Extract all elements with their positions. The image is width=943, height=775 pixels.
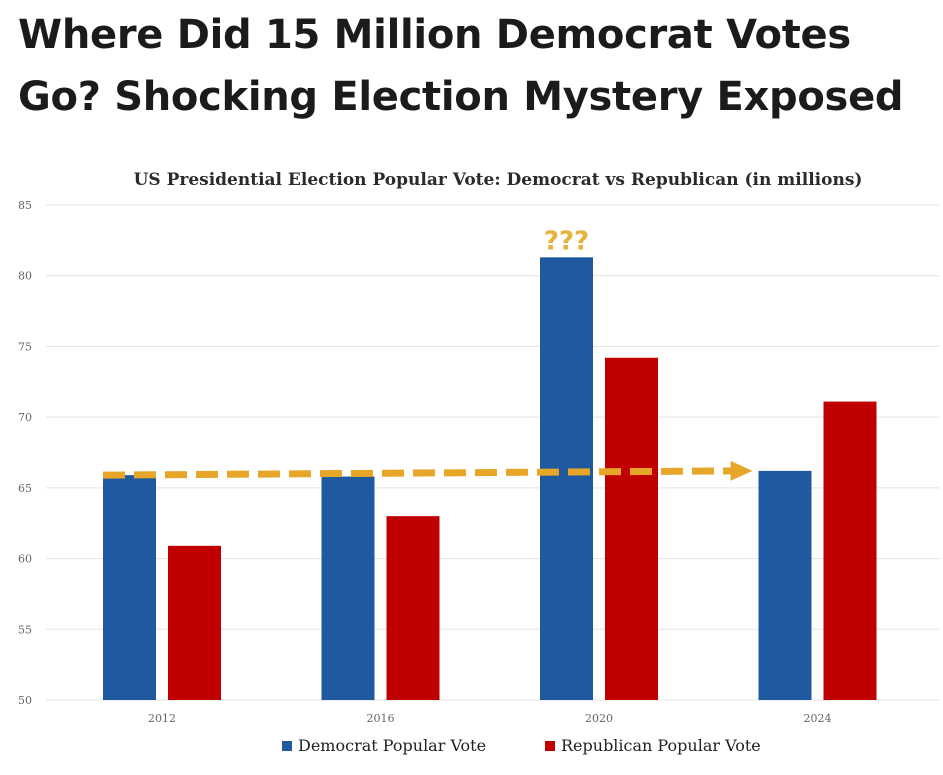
trend-arrow [102,460,753,481]
democrat-bar-2016 [321,476,375,700]
x-tick-label: 2016 [367,712,395,725]
trend-arrow-line [102,467,735,479]
republican-bar-2020 [605,357,658,700]
x-tick-label: 2012 [148,712,176,725]
legend: Democrat Popular Vote Republican Popular … [282,736,761,755]
bars [103,257,877,700]
x-axis-ticks: 2012 2016 2020 2024 [148,712,832,725]
republican-legend-swatch [545,741,555,751]
democrat-legend-swatch [282,741,292,751]
question-marks-annotation: ??? [544,226,589,256]
y-tick-label: 70 [18,411,32,424]
bar-chart: US Presidential Election Popular Vote: D… [18,170,940,755]
republican-legend-label: Republican Popular Vote [561,736,761,755]
y-tick-label: 55 [18,623,32,636]
republican-bar-2012 [168,545,221,700]
annotations: ??? [544,226,589,256]
democrat-bar-2020 [540,257,593,700]
y-tick-label: 60 [18,553,32,566]
y-tick-label: 80 [18,270,32,283]
democrat-legend-label: Democrat Popular Vote [298,736,486,755]
trend-arrow-head [730,460,753,481]
y-tick-label: 50 [18,694,32,707]
y-tick-label: 75 [18,340,32,353]
x-tick-label: 2020 [585,712,613,725]
democrat-bar-2024 [758,470,812,700]
democrat-bar-2012 [103,475,156,700]
y-axis-ticks: 50 55 60 65 70 75 80 85 [18,199,32,707]
y-tick-label: 65 [18,482,32,495]
y-tick-label: 85 [18,199,32,212]
chart-title: US Presidential Election Popular Vote: D… [134,170,863,190]
republican-bar-2024 [823,401,877,700]
headline: Where Did 15 Million Democrat Votes Go? … [18,12,904,120]
republican-bar-2016 [386,516,440,700]
x-tick-label: 2024 [804,712,832,725]
